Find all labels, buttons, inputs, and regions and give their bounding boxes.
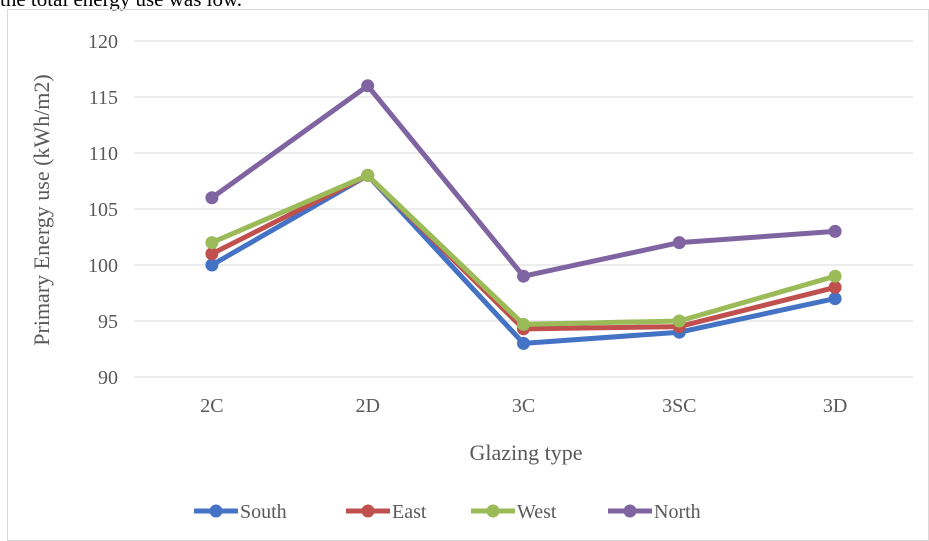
- caption-fragment: the total energy use was low.: [0, 0, 242, 12]
- x-tick-label: 2C: [200, 395, 223, 417]
- data-point: [828, 269, 842, 283]
- x-tick-label: 2D: [355, 395, 379, 417]
- y-tick-label: 100: [88, 255, 118, 277]
- data-point: [828, 292, 842, 306]
- series-lines: [205, 79, 842, 350]
- data-point: [361, 168, 375, 182]
- y-tick-label: 105: [88, 199, 118, 221]
- x-axis-ticks: 2C 2D 3C 3SC 3D: [200, 395, 847, 417]
- legend-item-east: East: [346, 501, 427, 523]
- x-tick-label: 3SC: [662, 395, 696, 417]
- legend-marker: [209, 504, 223, 518]
- legend-marker: [623, 504, 637, 518]
- legend-item-south: South: [194, 501, 287, 523]
- series-line-east: [209, 172, 838, 332]
- legend-label: East: [392, 501, 427, 523]
- data-point: [205, 247, 219, 261]
- series-line-north: [209, 83, 838, 279]
- legend-item-west: West: [471, 501, 557, 523]
- series-west: [205, 168, 842, 331]
- x-tick-label: 3D: [823, 395, 847, 417]
- y-tick-label: 115: [89, 87, 118, 109]
- y-tick-label: 110: [89, 143, 118, 165]
- data-point: [205, 236, 219, 250]
- legend-label: South: [240, 501, 287, 523]
- legend: South East West North: [194, 501, 701, 523]
- data-point: [517, 269, 530, 283]
- data-point: [361, 79, 375, 93]
- y-tick-label: 95: [98, 311, 118, 333]
- data-point: [672, 236, 686, 250]
- x-axis-title: Glazing type: [469, 440, 582, 465]
- x-tick-label: 3C: [512, 395, 535, 417]
- series-line-west: [209, 172, 838, 327]
- y-axis-ticks: 90 95 100 105 110 115 120: [88, 31, 118, 389]
- data-point: [517, 336, 530, 350]
- data-point: [517, 317, 530, 331]
- data-point: [205, 191, 219, 205]
- y-tick-label: 120: [88, 31, 118, 53]
- series-east: [205, 168, 842, 336]
- data-point: [828, 280, 842, 294]
- series-north: [205, 79, 842, 283]
- legend-label: North: [654, 501, 701, 523]
- legend-item-north: North: [608, 501, 701, 523]
- data-point: [205, 258, 219, 272]
- data-point: [828, 224, 842, 238]
- legend-label: West: [517, 501, 557, 523]
- y-axis-title: Primary Energy use (kWh/m2): [29, 74, 54, 345]
- legend-marker: [361, 504, 375, 518]
- y-tick-label: 90: [98, 367, 118, 389]
- legend-marker: [486, 504, 500, 518]
- data-point: [672, 314, 686, 328]
